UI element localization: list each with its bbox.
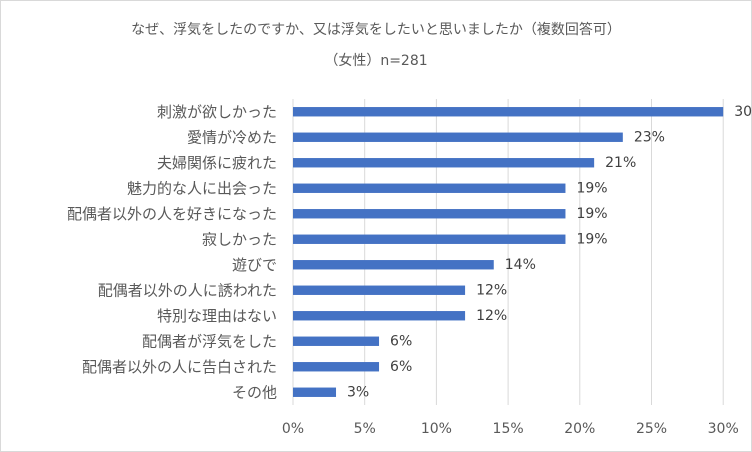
data-label: 6% <box>390 359 412 375</box>
category-label: 配偶者が浮気をした <box>142 332 277 350</box>
x-tick-label: 15% <box>493 421 524 437</box>
x-tick-label: 5% <box>354 421 376 437</box>
data-label: 6% <box>390 333 412 349</box>
category-label: 特別な理由はない <box>157 307 277 325</box>
category-label: 夫婦関係に疲れた <box>157 154 277 172</box>
data-label: 19% <box>576 206 607 222</box>
category-label: 配偶者以外の人に告白された <box>82 358 277 376</box>
bar <box>293 209 566 219</box>
data-label: 19% <box>576 231 607 247</box>
data-label: 3% <box>347 384 369 400</box>
category-label: 寂しかった <box>202 230 277 248</box>
bar <box>293 362 380 372</box>
category-label: 愛情が冷めた <box>187 128 277 146</box>
data-label: 14% <box>505 257 536 273</box>
bar <box>293 132 623 142</box>
chart-title: なぜ、浮気をしたのですか、又は浮気をしたいと思いましたか（複数回答可） <box>131 22 621 38</box>
bar <box>293 260 494 270</box>
bar <box>293 183 566 193</box>
bar <box>293 387 337 397</box>
x-tick-label: 30% <box>708 421 739 437</box>
category-label: その他 <box>232 383 277 401</box>
data-label: 21% <box>605 155 636 171</box>
x-tick-label: 20% <box>564 421 595 437</box>
bar <box>293 311 466 321</box>
bar <box>293 158 595 168</box>
x-tick-label: 0% <box>282 421 304 437</box>
x-tick-label: 10% <box>421 421 452 437</box>
category-label: 遊びで <box>232 256 277 274</box>
category-label: 配偶者以外の人を好きになった <box>67 205 277 223</box>
bar <box>293 336 380 346</box>
bar <box>293 107 724 117</box>
x-tick-label: 25% <box>636 421 667 437</box>
data-label: 12% <box>476 308 507 324</box>
category-label: 配偶者以外の人に誘われた <box>98 281 277 299</box>
data-label: 30% <box>734 104 752 120</box>
chart-subtitle: （女性）n=281 <box>324 53 428 69</box>
data-label: 23% <box>634 129 665 145</box>
data-label: 12% <box>476 282 507 298</box>
category-label: 魅力的な人に出会った <box>127 179 277 197</box>
data-label: 19% <box>576 180 607 196</box>
bar <box>293 285 466 295</box>
bar <box>293 234 566 244</box>
category-label: 刺激が欲しかった <box>157 103 277 121</box>
